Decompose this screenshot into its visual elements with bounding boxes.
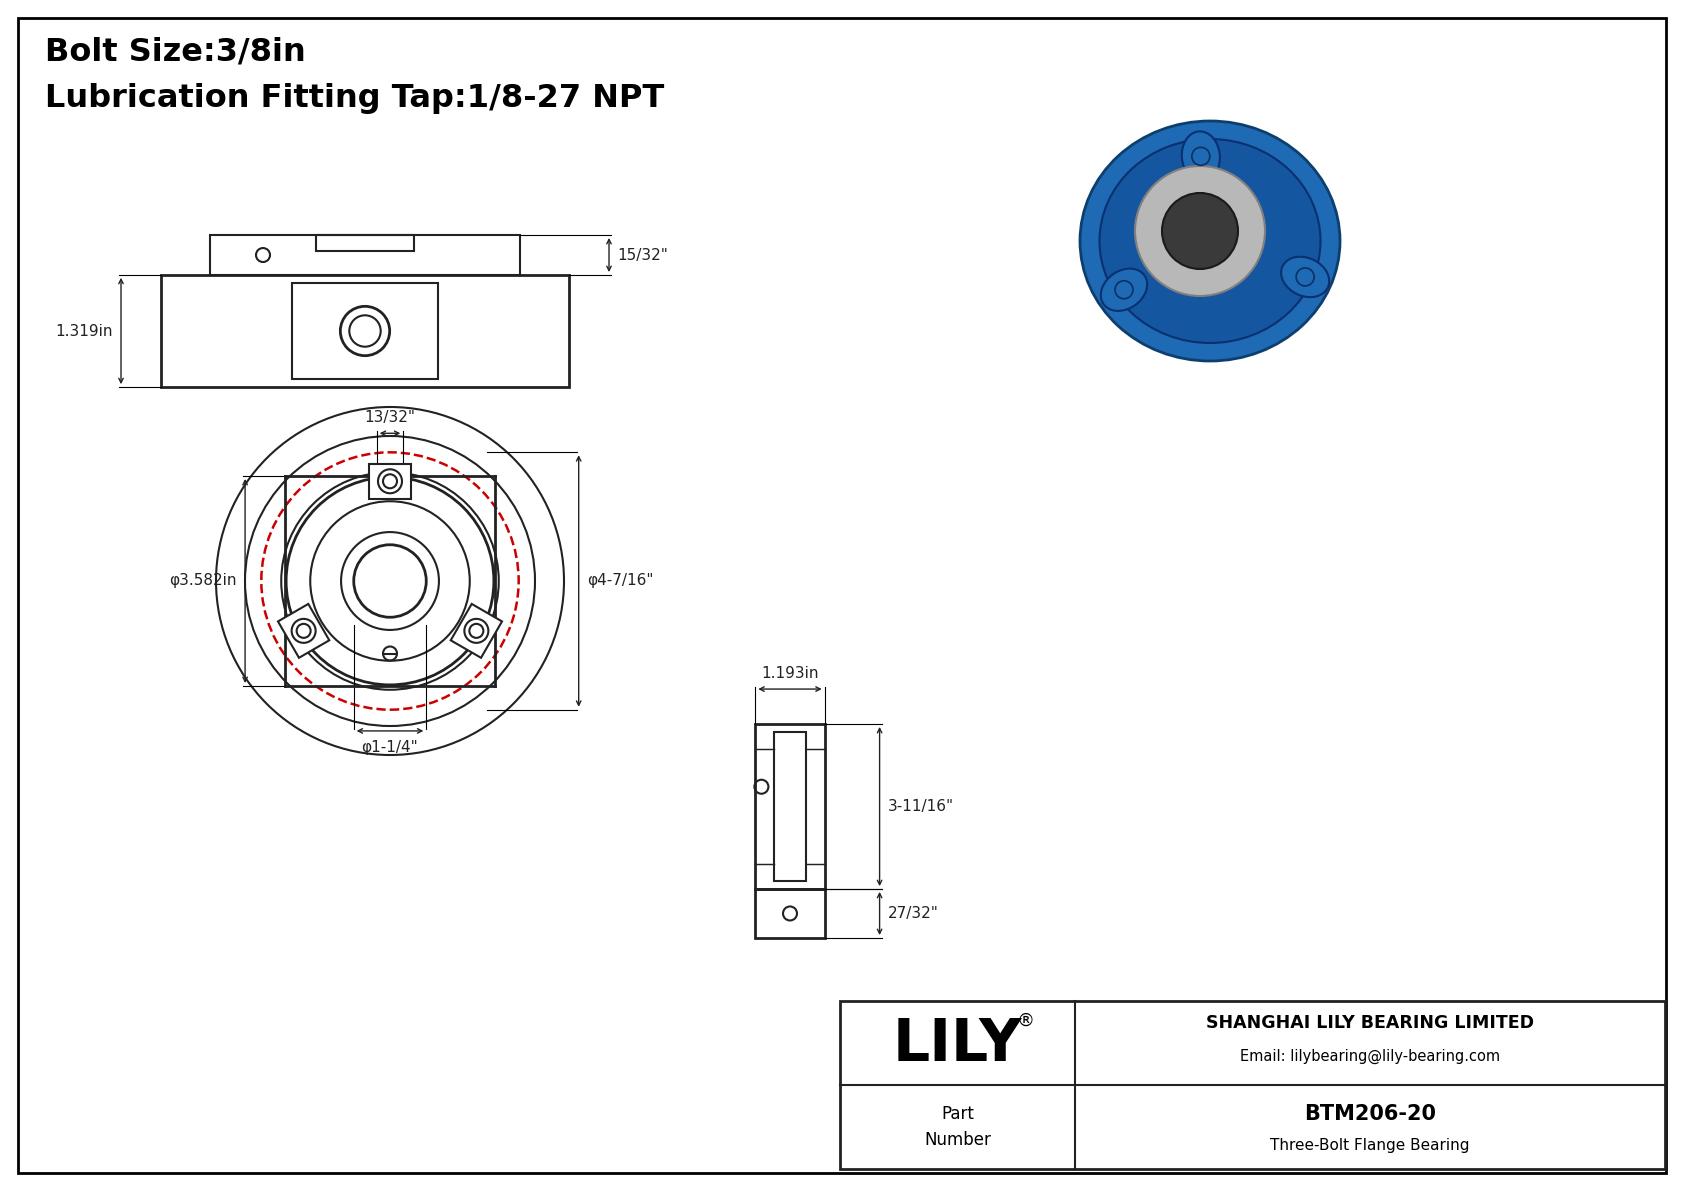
- Circle shape: [1135, 166, 1265, 297]
- Text: LILY: LILY: [893, 1016, 1022, 1073]
- Text: 27/32": 27/32": [887, 906, 938, 921]
- Text: 13/32": 13/32": [364, 410, 416, 425]
- Text: SHANGHAI LILY BEARING LIMITED: SHANGHAI LILY BEARING LIMITED: [1206, 1014, 1534, 1031]
- Bar: [291, 283, 438, 379]
- Bar: [756, 888, 825, 939]
- Text: ®: ®: [1017, 1011, 1034, 1030]
- Text: 1.319in: 1.319in: [56, 324, 113, 338]
- Bar: [451, 604, 502, 657]
- Bar: [775, 732, 807, 881]
- Bar: [162, 275, 569, 387]
- Text: 1.193in: 1.193in: [761, 666, 818, 681]
- Text: Bolt Size:3/8in: Bolt Size:3/8in: [45, 36, 306, 67]
- Text: 3-11/16": 3-11/16": [887, 799, 953, 813]
- Ellipse shape: [1282, 257, 1329, 297]
- Bar: [840, 1000, 1665, 1170]
- Bar: [278, 604, 330, 657]
- Text: Lubrication Fitting Tap:1/8-27 NPT: Lubrication Fitting Tap:1/8-27 NPT: [45, 83, 663, 114]
- Text: φ4-7/16": φ4-7/16": [586, 574, 653, 588]
- Circle shape: [1162, 193, 1238, 269]
- Ellipse shape: [1182, 131, 1219, 181]
- Text: φ1-1/4": φ1-1/4": [362, 740, 418, 755]
- Bar: [317, 235, 414, 251]
- Bar: [369, 463, 411, 499]
- Text: Email: lilybearing@lily-bearing.com: Email: lilybearing@lily-bearing.com: [1239, 1049, 1500, 1064]
- Ellipse shape: [1079, 121, 1340, 361]
- Ellipse shape: [1101, 269, 1147, 311]
- Text: φ3.582in: φ3.582in: [170, 574, 237, 588]
- Text: Part
Number: Part Number: [925, 1105, 990, 1149]
- Text: BTM206-20: BTM206-20: [1303, 1104, 1436, 1123]
- Bar: [756, 724, 825, 888]
- Text: Three-Bolt Flange Bearing: Three-Bolt Flange Bearing: [1270, 1137, 1470, 1153]
- Text: 15/32": 15/32": [616, 248, 669, 262]
- Bar: [210, 235, 520, 275]
- Ellipse shape: [1100, 139, 1320, 343]
